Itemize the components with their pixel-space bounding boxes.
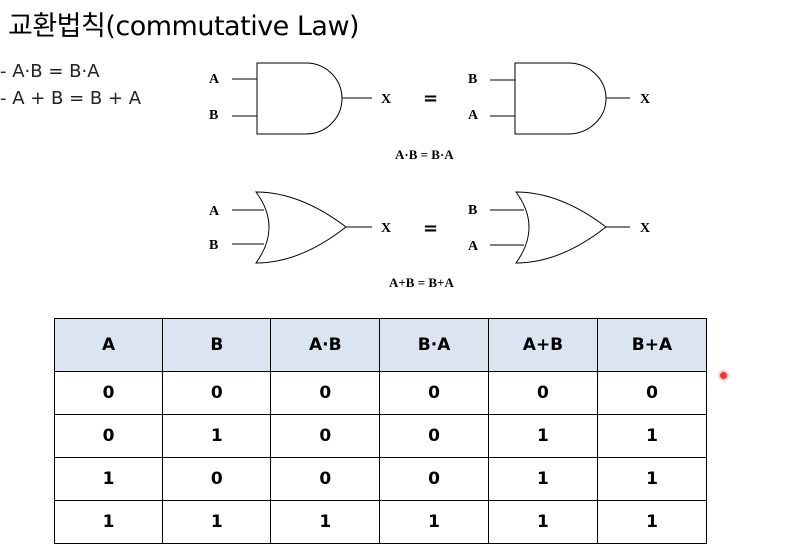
- table-cell: 0: [162, 371, 272, 415]
- table-cell: 1: [162, 414, 272, 458]
- table-cell: 1: [53, 500, 164, 544]
- column-header: B: [162, 318, 272, 372]
- table-cell: 0: [53, 414, 164, 458]
- or-gate-shape: [515, 191, 607, 264]
- and-gate-left: A B X: [209, 62, 391, 135]
- input-label: A: [468, 239, 479, 254]
- page-title: 교환법칙(commutative Law): [8, 11, 360, 42]
- table-header-row: A B A·B B·A A+B B+A: [53, 318, 708, 372]
- table-cell: 1: [596, 457, 708, 501]
- truth-table: A B A·B B·A A+B B+A 0 0 0 0 0 0 0 1 0 0 …: [53, 318, 708, 544]
- column-header: A: [53, 318, 164, 372]
- table-cell: 0: [487, 371, 598, 415]
- or-caption: A+B = B+A: [389, 275, 454, 290]
- table-cell: 1: [487, 500, 598, 544]
- law-or: - A + B = B + A: [0, 88, 142, 109]
- input-label: B: [468, 72, 477, 87]
- and-gate-shape: [514, 62, 607, 135]
- or-gate-left: A B X: [209, 191, 391, 264]
- output-label: X: [381, 92, 391, 107]
- output-label: X: [640, 221, 650, 236]
- input-label: A: [209, 72, 220, 87]
- or-gate-right: B A X: [468, 191, 650, 264]
- column-header: A·B: [270, 318, 381, 372]
- table-cell: 1: [379, 500, 489, 544]
- input-label: A: [209, 204, 220, 219]
- column-header: B·A: [379, 318, 489, 372]
- output-label: X: [640, 92, 650, 107]
- table-cell: 0: [379, 414, 489, 458]
- gate-diagrams: A B X = B A X A·B = B·A A B X = B A X A+…: [209, 62, 650, 290]
- table-cell: 1: [270, 500, 381, 544]
- table-cell: 0: [379, 457, 489, 501]
- table-cell: 0: [162, 457, 272, 501]
- table-cell: 0: [270, 414, 381, 458]
- table-cell: 0: [596, 371, 708, 415]
- or-gate-shape: [255, 191, 347, 264]
- table-cell: 0: [53, 371, 164, 415]
- and-gate-right: B A X: [468, 62, 650, 135]
- input-label: B: [209, 238, 218, 253]
- input-label: A: [468, 108, 479, 123]
- table-cell: 1: [53, 457, 164, 501]
- table-cell: 1: [596, 414, 708, 458]
- table-row: 0 0 0 0 0 0: [53, 371, 708, 415]
- output-label: X: [381, 221, 391, 236]
- column-header: A+B: [487, 318, 598, 372]
- table-cell: 0: [270, 371, 381, 415]
- and-gate-shape: [256, 62, 343, 135]
- law-and: - A·B = B·A: [0, 61, 100, 82]
- table-cell: 1: [596, 500, 708, 544]
- table-row: 0 1 0 0 1 1: [53, 414, 708, 458]
- equals-sign: =: [423, 88, 438, 109]
- table-cell: 0: [379, 371, 489, 415]
- table-cell: 1: [487, 457, 598, 501]
- and-caption: A·B = B·A: [395, 147, 454, 162]
- input-label: B: [468, 203, 477, 218]
- table-cell: 1: [162, 500, 272, 544]
- equals-sign: =: [423, 218, 438, 239]
- table-row: 1 0 0 0 1 1: [53, 457, 708, 501]
- table-cell: 1: [487, 414, 598, 458]
- laser-pointer-dot: [720, 372, 727, 379]
- column-header: B+A: [596, 318, 708, 372]
- table-row: 1 1 1 1 1 1: [53, 500, 708, 544]
- table-cell: 0: [270, 457, 381, 501]
- input-label: B: [209, 108, 218, 123]
